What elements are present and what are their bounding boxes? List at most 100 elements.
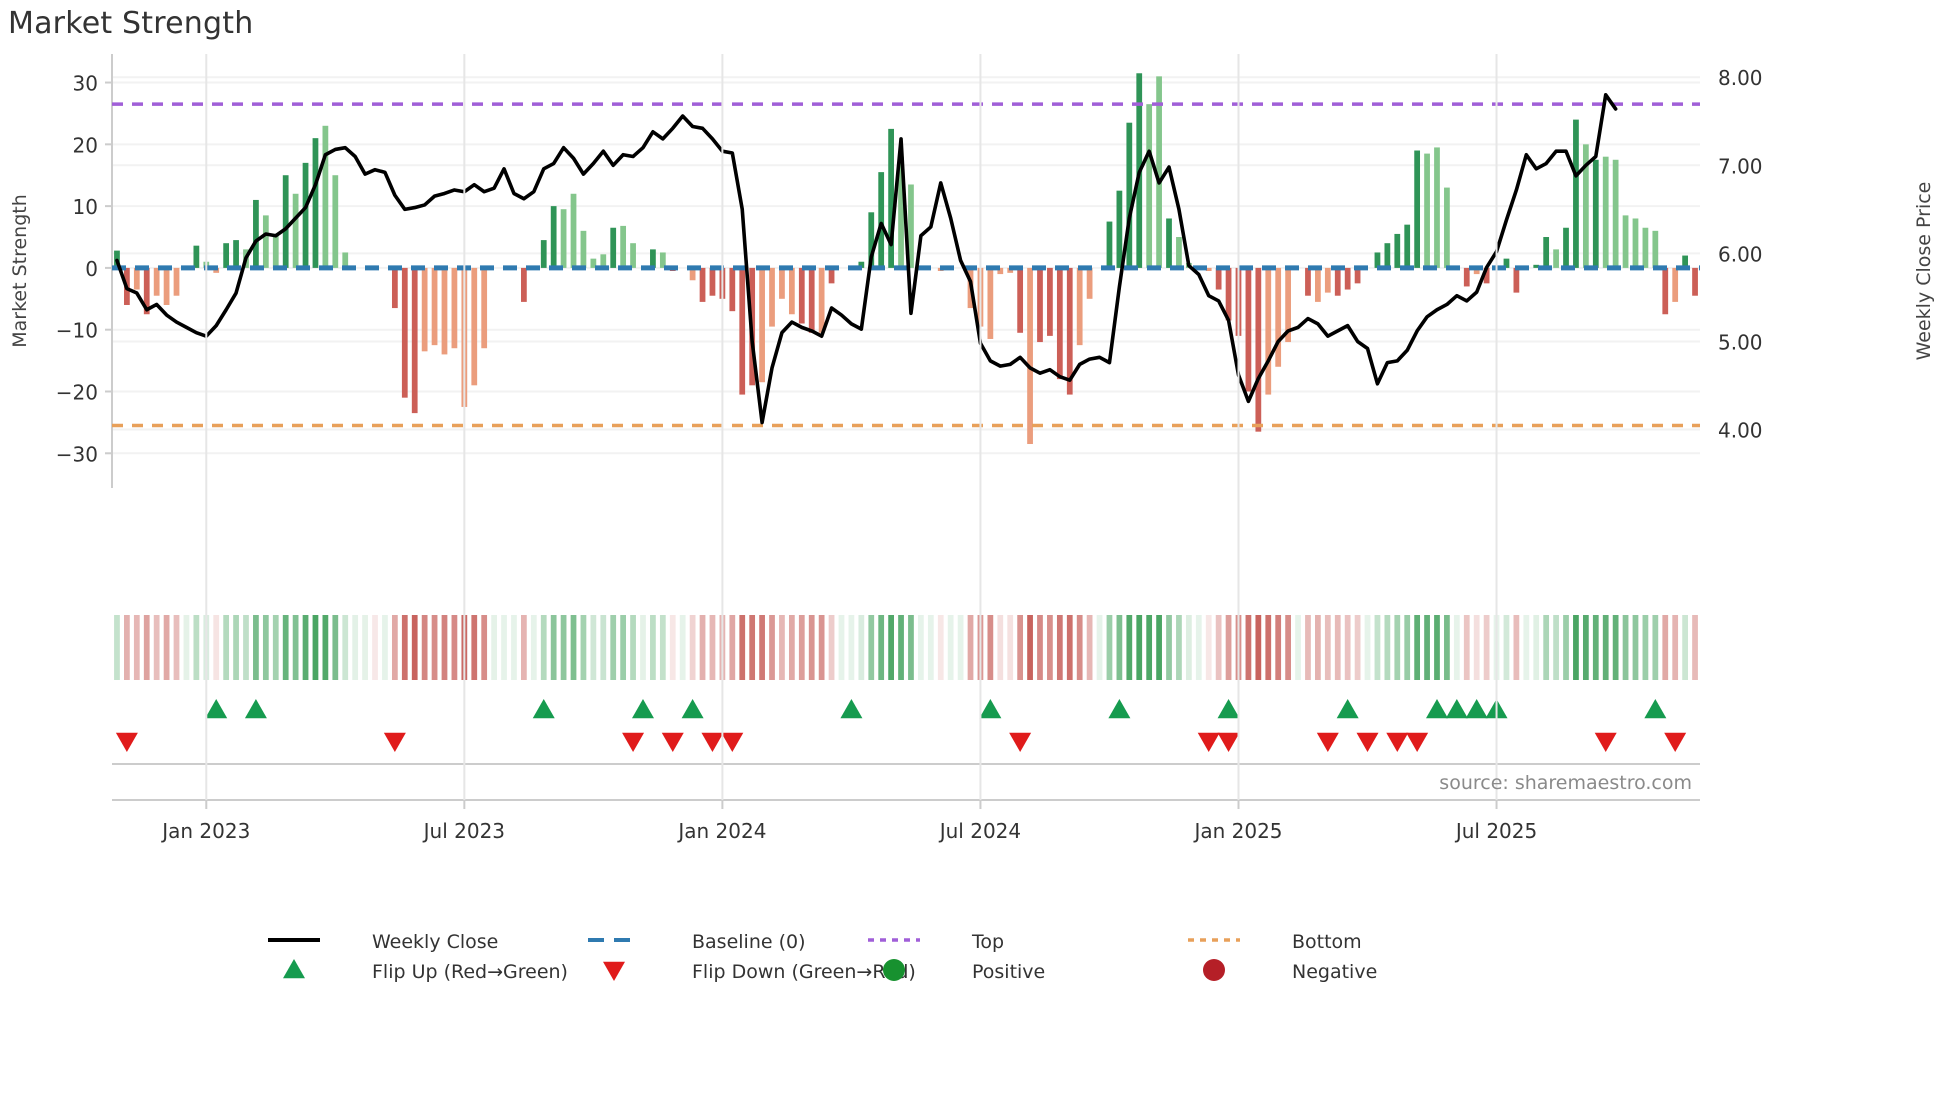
flip-up-marker	[1425, 699, 1448, 719]
heatmap-cell	[1463, 615, 1470, 680]
flip-down-marker	[1316, 732, 1339, 752]
strength-bar	[1384, 243, 1391, 268]
strength-bar	[1285, 267, 1291, 343]
legend-label: Bottom	[1292, 931, 1362, 953]
heatmap-cell	[1086, 615, 1093, 680]
heatmap-cell	[1374, 615, 1381, 680]
heatmap-cell	[898, 615, 904, 680]
heatmap-cell	[610, 615, 617, 680]
strength-bar	[1225, 267, 1232, 321]
strength-bar	[898, 156, 904, 268]
legend-label: Weekly Close	[372, 931, 498, 953]
heatmap-cell	[1076, 615, 1083, 680]
heatmap-cell	[1334, 615, 1341, 680]
strength-bar	[253, 199, 259, 268]
flip-down-marker	[1197, 732, 1220, 752]
strength-bar	[481, 267, 488, 349]
heatmap-cell	[1215, 615, 1222, 680]
strength-bar	[1017, 267, 1024, 333]
heatmap-cell	[1066, 615, 1073, 680]
strength-bar	[739, 267, 746, 395]
strength-bar	[1056, 267, 1063, 380]
strength-bar	[153, 267, 160, 296]
heatmap-cell	[878, 615, 885, 680]
heatmap-cell	[183, 615, 190, 680]
strength-bar	[1503, 258, 1510, 268]
heatmap-cell	[233, 615, 239, 680]
heatmap-cell	[282, 615, 289, 680]
heatmap-cell	[640, 615, 646, 680]
strength-bar	[1682, 255, 1688, 268]
heatmap-cell	[173, 615, 180, 680]
flip-down-marker	[1406, 732, 1429, 752]
legend-circle-icon	[1203, 959, 1225, 981]
heatmap-cell	[1523, 615, 1530, 680]
heatmap-cell	[163, 615, 170, 680]
strength-bar	[779, 267, 785, 299]
heatmap-cell	[1285, 615, 1291, 680]
strength-bar	[620, 225, 627, 268]
flip-down-marker	[622, 732, 645, 752]
strength-bar	[1424, 153, 1430, 268]
flip-up-marker	[1465, 699, 1488, 719]
heatmap-cell	[124, 615, 130, 680]
heatmap-cell	[540, 615, 547, 680]
svg-text:20: 20	[73, 133, 98, 157]
heatmap-cell	[1364, 615, 1371, 680]
x-tick-label: Jul 2023	[422, 819, 505, 843]
strength-bar	[1126, 122, 1133, 268]
heatmap-cell	[927, 615, 934, 680]
strength-bar	[1265, 267, 1272, 395]
heatmap-cell	[1384, 615, 1391, 680]
heatmap-cell	[143, 615, 150, 680]
heatmap-cell	[411, 615, 418, 680]
heatmap-cell	[1185, 615, 1192, 680]
flip-up-marker	[205, 699, 228, 719]
heatmap-cell	[1017, 615, 1024, 680]
svg-text:5.00: 5.00	[1718, 330, 1763, 354]
heatmap-cell	[1662, 615, 1669, 680]
heatmap-cell	[1225, 615, 1232, 680]
strength-bar	[471, 267, 478, 386]
strength-bar	[1205, 267, 1212, 271]
strength-bar	[600, 254, 607, 268]
heatmap-cell	[739, 615, 746, 680]
strength-bar	[808, 267, 815, 333]
heatmap-cell	[1056, 615, 1063, 680]
heatmap-cell	[1324, 615, 1331, 680]
heatmap-cell	[1116, 615, 1123, 680]
heatmap-cell	[1156, 615, 1162, 680]
flip-down-marker	[1356, 732, 1379, 752]
strength-bar	[451, 267, 458, 349]
heatmap-cell	[937, 615, 944, 680]
heatmap-cell	[1106, 615, 1113, 680]
strength-bar	[540, 240, 547, 268]
heatmap-cell	[1096, 615, 1103, 680]
strength-bar	[292, 193, 299, 268]
heatmap-cell	[1414, 615, 1421, 680]
strength-bar	[1662, 267, 1669, 315]
heatmap-cell	[1543, 615, 1550, 680]
flip-up-marker	[244, 699, 267, 719]
heatmap-cell	[292, 615, 299, 680]
heatmap-cell	[550, 615, 557, 680]
heatmap-cell	[1592, 615, 1599, 680]
flip-up-marker	[1217, 699, 1240, 719]
heatmap-cell	[1205, 615, 1212, 680]
legend-label: Baseline (0)	[692, 931, 806, 953]
strength-bar	[1066, 267, 1073, 395]
flip-down-marker	[701, 732, 724, 752]
heatmap-cell	[1444, 615, 1450, 680]
heatmap-cell	[1434, 615, 1440, 680]
heatmap-cell	[1473, 615, 1480, 680]
strength-bar	[858, 261, 865, 268]
heatmap-cell	[491, 615, 497, 680]
svg-text:4.00: 4.00	[1718, 419, 1763, 443]
flip-up-marker	[840, 699, 863, 719]
heatmap-cell	[322, 615, 329, 680]
legend-label: Positive	[972, 961, 1045, 983]
strength-bar	[818, 267, 825, 333]
heatmap-cell	[332, 615, 339, 680]
strength-bar	[1543, 237, 1550, 268]
heatmap-cell	[511, 615, 517, 680]
